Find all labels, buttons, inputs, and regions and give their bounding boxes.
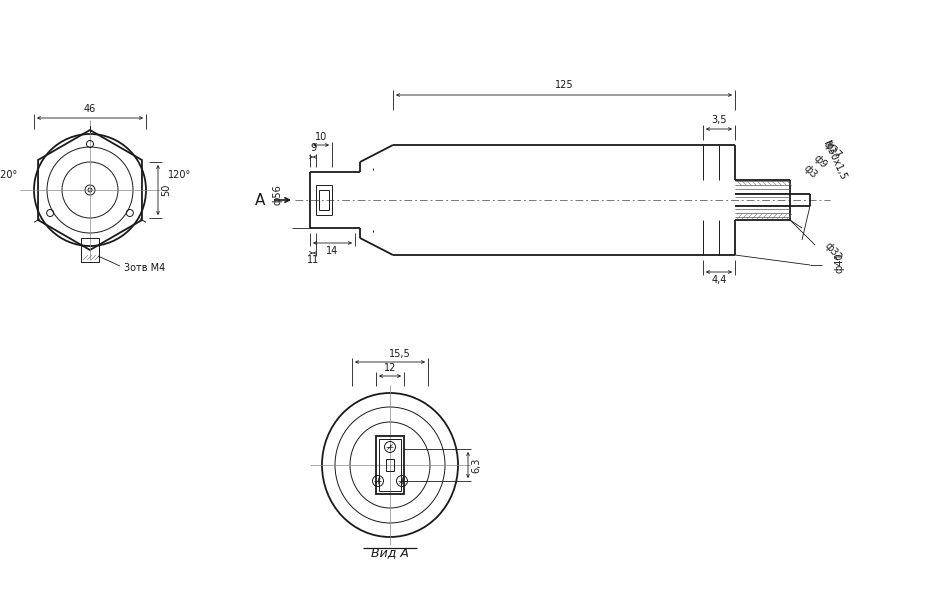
Text: ф56: ф56	[272, 185, 283, 205]
Text: 10: 10	[314, 132, 327, 142]
Text: 9: 9	[310, 143, 315, 153]
Text: 14: 14	[326, 246, 338, 256]
Bar	[80, 238, 99, 262]
Text: ф9: ф9	[811, 153, 827, 171]
Text: 120°: 120°	[168, 170, 191, 180]
Text: ф3: ф3	[800, 163, 818, 181]
Text: ф40: ф40	[834, 253, 844, 273]
Text: 120°: 120°	[0, 170, 18, 180]
Text: ф32: ф32	[822, 241, 842, 263]
Text: 46: 46	[84, 104, 96, 114]
Text: ф27: ф27	[820, 139, 842, 161]
Text: 4,4: 4,4	[710, 275, 726, 285]
Text: А: А	[255, 192, 265, 208]
Bar	[378, 439, 401, 491]
Text: 11: 11	[307, 255, 319, 265]
Text: 3отв М4: 3отв М4	[124, 263, 166, 273]
Bar	[375, 436, 403, 494]
Bar	[386, 459, 393, 471]
Text: 15,5: 15,5	[388, 349, 411, 359]
Text: 3,5: 3,5	[710, 115, 726, 125]
Text: Вид А: Вид А	[371, 546, 408, 560]
Text: 125: 125	[554, 80, 573, 90]
Text: 6,3: 6,3	[471, 457, 480, 473]
Text: М30х1,5: М30х1,5	[821, 139, 847, 181]
Text: 50: 50	[161, 184, 170, 196]
Text: 12: 12	[384, 363, 396, 373]
